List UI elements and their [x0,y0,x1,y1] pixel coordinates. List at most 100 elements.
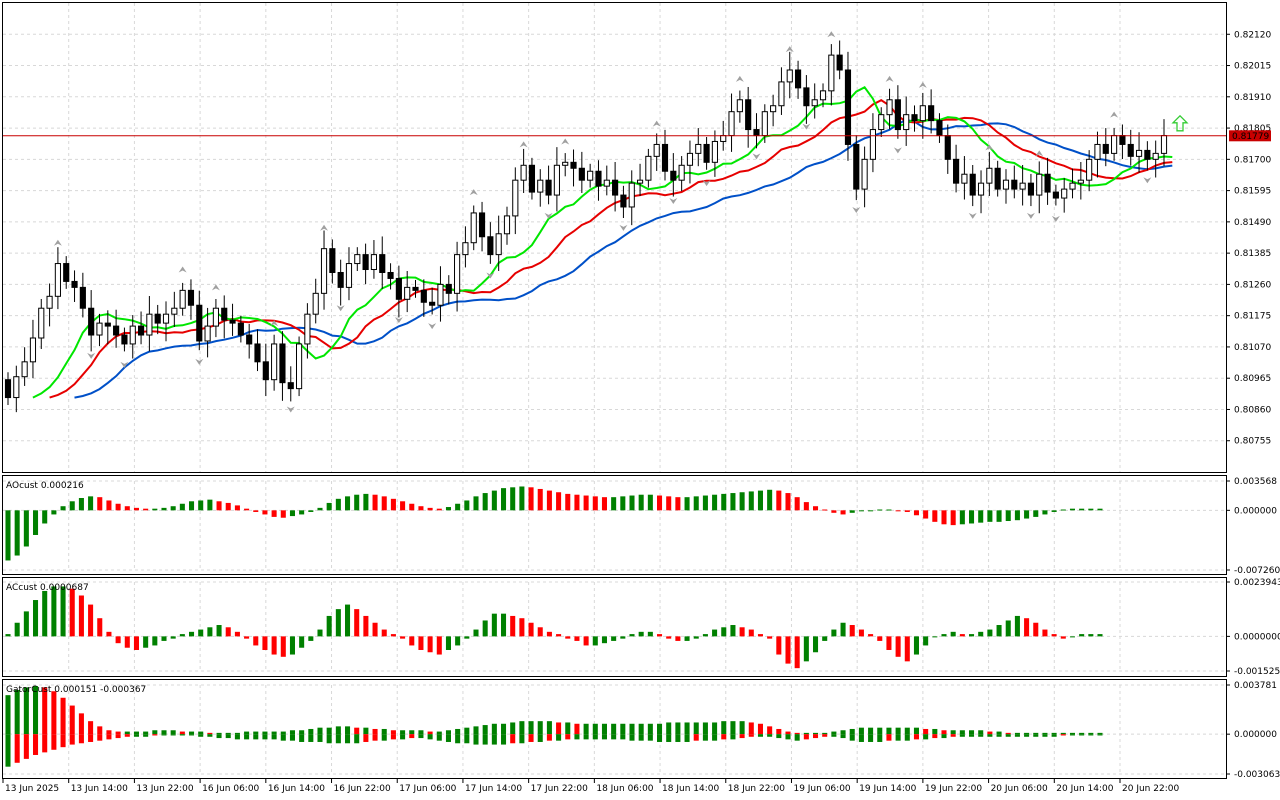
candle-body [503,215,511,235]
gator-upper-bar [60,697,66,735]
time-axis: 13 Jun 2025 13 Jun 14:00 13 Jun 22:00 16 Ju… [2,779,1179,794]
histogram-tick-label: 0.000000 [1234,730,1277,740]
gator-upper-bar [88,721,94,735]
candle-body [370,254,378,271]
histogram-bar [913,510,919,516]
candle-body [246,334,253,345]
histogram-bar [400,636,406,639]
gator-lower-bar [308,734,314,742]
price-tick-label: 0.81805 [1234,124,1271,134]
gator-lower-bar [978,734,984,737]
gator-upper-bar [840,730,846,735]
candle-body [96,322,103,336]
candle-body [345,263,353,288]
candle-body [853,143,860,190]
gator-lower-bar [923,734,929,740]
histogram-bar [427,507,433,511]
gator-lower-bar [877,734,883,742]
candle-body [545,179,552,196]
candle-body [1061,188,1068,199]
gator-upper-bar [501,723,507,735]
histogram-bar [363,615,369,637]
histogram-bar [179,503,185,511]
candle-body [429,301,436,306]
candle-body [304,313,311,345]
fractal-up-marker [1110,111,1119,118]
gator-upper-bar [858,727,864,735]
gator-upper-bar [198,731,204,735]
candle-body [437,283,444,306]
histogram-bar [693,636,699,639]
histogram-bar [721,493,727,511]
histogram-bar [556,634,562,637]
ao-grid [3,480,1226,571]
candle-body [670,170,677,181]
histogram-bar [491,613,497,637]
ac-indicator-panel[interactable]: ACcust 0.0000687 0.0023943 0.0000000 -0.00… [2,577,1280,678]
histogram-bar [712,494,718,511]
price-tick-label: 0.81070 [1234,343,1271,353]
gator-title: GatorCust 0.000151 -0.000367 [6,685,146,695]
gator-upper-bar [33,686,39,735]
gator-upper-bar [822,732,828,735]
histogram-bar [822,636,828,641]
gator-upper-bar [390,730,396,735]
gator-lower-bar [124,734,130,737]
ao-indicator-panel[interactable]: AOcust 0.000216 0.003568 0.000000 -0.00726… [2,475,1280,577]
gator-lower-bar [501,734,507,745]
histogram-bar [78,595,84,637]
histogram-bar [886,509,892,511]
fractal-markers [53,31,1152,413]
gator-lower-bar [445,734,451,742]
fractal-down-marker [486,272,495,279]
gator-upper-bar [510,722,516,735]
gator-upper-bar [464,727,470,735]
gator-lower-bar [97,734,103,741]
gator-lower-bar [253,734,259,740]
histogram-bar [354,609,360,637]
gator-upper-bar [345,726,351,735]
histogram-bar [684,497,690,511]
candle-body [1086,158,1093,181]
histogram-bar [1033,622,1039,637]
candle-body [412,286,419,291]
histogram-bar [326,502,332,511]
candle-body [154,313,161,324]
histogram-bar [179,634,185,637]
gator-indicator-panel[interactable]: GatorCust 0.000151 -0.000367 0.0037810.0… [2,679,1280,781]
histogram-bar [730,493,736,511]
gator-panel-frame [2,679,1227,779]
histogram-bar [923,510,929,519]
candle-body [720,135,727,142]
candle-body [1036,173,1043,196]
candle-body [104,322,111,327]
price-tick-label: 0.81260 [1234,280,1271,290]
histogram-bar [556,492,562,511]
histogram-bar [372,622,378,637]
histogram-bar [702,634,708,637]
gator-lower-bar [868,734,874,742]
candle-body [212,307,219,327]
histogram-bar [969,634,975,637]
gator-upper-bar [299,730,305,735]
candle-body [520,164,527,181]
gator-lower-bar [1069,734,1075,736]
candle-body [745,99,752,131]
price-panel[interactable]: 0.82120 0.82015 0.81910 0.81805 0.81700 0.815… [2,2,1271,473]
time-tick-label: 17 Jun 06:00 [399,784,456,794]
gator-upper-bar [638,723,644,735]
gator-lower-bar [556,734,562,741]
histogram-bar [271,636,277,655]
histogram-bar [537,488,543,511]
gator-lower-bar [51,734,57,750]
gator-upper-bar [234,732,240,735]
histogram-bar [877,509,883,511]
candle-body [1127,143,1134,157]
histogram-bar [996,510,1002,522]
candle-body [612,179,619,196]
gator-upper-bar [170,730,176,735]
gator-lower-bar [42,734,48,753]
histogram-bar [51,510,57,515]
histogram-bar [657,634,663,637]
